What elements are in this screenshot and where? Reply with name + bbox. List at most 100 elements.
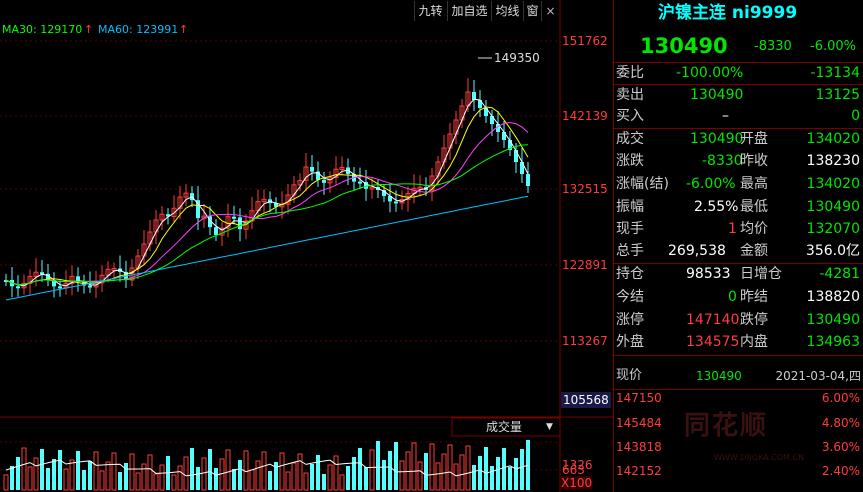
row-change: 涨跌 -8330 昨收 138230 [616, 153, 860, 169]
volume-bar [388, 451, 392, 490]
volume-bar [484, 447, 488, 490]
candle-body [261, 198, 267, 203]
chart-grid [0, 40, 560, 471]
row-settle: 今结 0 昨结 138820 [616, 289, 860, 305]
price-tick: 113267 [562, 334, 608, 348]
volume-bar [322, 474, 326, 490]
candle-body [322, 179, 326, 183]
candle-body [520, 162, 524, 174]
mini-chart: 同花顺 WWW.10JQKA.COM.CN 147150 145484 1438… [614, 391, 863, 492]
volume-indicator-select[interactable]: 成交量 [486, 420, 523, 434]
candle-body [52, 280, 56, 287]
candle-body [472, 92, 476, 100]
volume-bar [232, 469, 236, 490]
volume-bar [201, 457, 207, 491]
close-icon[interactable]: × [541, 1, 559, 21]
volume-bar [33, 457, 39, 491]
candle-body [214, 227, 218, 235]
candle-body [316, 171, 320, 180]
volume-bar [394, 442, 398, 490]
candle-body [274, 203, 278, 207]
candle-body [171, 207, 177, 217]
candle-body [333, 168, 339, 178]
now-label: 现价 [616, 368, 643, 383]
volume-bar [124, 463, 128, 490]
volume-bar [153, 473, 159, 491]
ma30-arrow-icon: ↑ [84, 23, 94, 36]
volume-bar [376, 441, 380, 490]
volume-bar [190, 448, 194, 490]
row-outer-inner: 外盘 134575 内盘 134963 [616, 334, 860, 350]
volume-bar [291, 462, 297, 491]
volume-bar [261, 451, 267, 491]
candle-body [429, 175, 435, 191]
candle-body [394, 201, 398, 204]
volume-ma-line [5, 459, 529, 477]
watermark-logo: 同花顺 [684, 411, 769, 441]
volume-bar [369, 449, 375, 491]
volume-bar [141, 463, 147, 491]
volume-bar [346, 466, 350, 490]
ma20-line [5, 121, 529, 286]
row-total: 总手 269,538 金额 356.0亿 [616, 243, 860, 259]
candle-body [364, 182, 368, 189]
volume-bar [520, 449, 524, 490]
candle-body [88, 285, 92, 288]
chevron-down-icon[interactable]: ▼ [546, 422, 553, 432]
volume-bar [21, 447, 27, 491]
volume-bar [3, 474, 9, 491]
mini-price-tick: 145484 [616, 416, 662, 430]
mini-pct-tick: 3.60% [821, 440, 860, 454]
window-button[interactable]: 窗 [523, 1, 541, 21]
volume-bar [285, 471, 291, 491]
candle-body [310, 167, 314, 172]
candlestick-chart[interactable] [0, 0, 615, 492]
row-deal: 成交 130490 开盘 134020 [616, 131, 860, 147]
candle-body [490, 116, 494, 124]
volume-bar [508, 467, 512, 490]
candle-body [238, 217, 242, 230]
volume-bar [411, 442, 417, 491]
mini-pct-tick: 4.80% [821, 416, 860, 430]
volume-bar [129, 453, 135, 491]
candle-body [58, 286, 62, 289]
volume-bar [472, 465, 476, 490]
candle-body [4, 280, 8, 282]
volume-bar [417, 461, 423, 491]
candle-body [159, 213, 165, 221]
volume-bar [99, 470, 105, 491]
volume-bar [274, 462, 278, 490]
peak-label: 149350 [494, 51, 540, 65]
row-buy: 买入 – 0 [616, 108, 860, 124]
jiuzhuan-button[interactable]: 九转 [414, 1, 446, 21]
volume-bar [268, 471, 272, 490]
add-watchlist-button[interactable]: 加自选 [447, 1, 491, 21]
volume-bar [46, 468, 50, 490]
candle-body [33, 271, 39, 277]
candle-body [297, 179, 303, 186]
candle-body [303, 166, 309, 181]
volume-bar [429, 443, 435, 491]
volume-bar [514, 458, 518, 490]
volume-bar [526, 440, 530, 490]
candle-body [208, 216, 212, 228]
volume-tick-mid: 663 [562, 463, 585, 477]
volume-bar [297, 453, 303, 491]
last-price: 130490 [640, 34, 728, 58]
mini-price-tick: 143818 [616, 440, 662, 454]
volume-bar [399, 460, 405, 491]
candle-body [183, 192, 189, 198]
volume-bar [196, 467, 200, 490]
volume-bar [214, 468, 218, 490]
candle-body [339, 166, 345, 170]
volume-bar [364, 467, 368, 490]
volume-bar [327, 464, 333, 491]
volume-bar [465, 445, 471, 491]
volume-bar [441, 453, 447, 491]
volume-bar [159, 464, 165, 491]
volume-bar [27, 466, 33, 491]
ma60-arrow-icon: ↑ [179, 23, 189, 36]
ma-button[interactable]: 均线 [491, 1, 523, 21]
ma-lines [5, 98, 529, 301]
price-change-pct: -6.00% [810, 39, 856, 54]
